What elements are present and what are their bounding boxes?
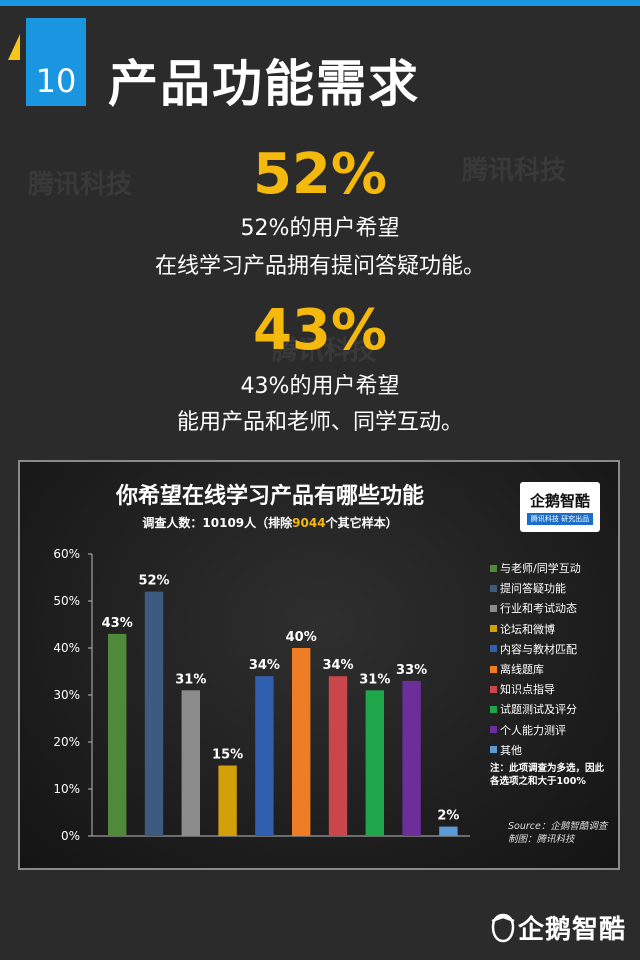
stat-1-line-1: 52%的用户希望: [240, 216, 400, 241]
legend-swatch: [490, 705, 497, 713]
penguin-logo-icon: [491, 913, 515, 942]
legend-item: 试题测试及评分: [490, 699, 620, 719]
brand-logo-tag: 腾讯科技 研究出品: [526, 512, 594, 525]
chart-subtitle-post: 个其它样本）: [325, 516, 398, 530]
bar: [439, 826, 458, 836]
bar: [144, 591, 164, 836]
legend-label: 试题测试及评分: [500, 703, 577, 717]
legend-item: 提问答疑功能: [490, 578, 620, 598]
stat-1-line-2: 在线学习产品拥有提问答疑功能。: [154, 254, 485, 279]
legend-label: 提问答疑功能: [500, 582, 566, 596]
legend-swatch: [490, 645, 497, 653]
legend-label: 离线题库: [500, 663, 544, 677]
legend-label: 内容与教材匹配: [500, 642, 577, 656]
page-title: 产品功能需求: [108, 55, 420, 113]
legend-swatch: [490, 564, 497, 572]
legend-swatch: [490, 685, 497, 693]
bar-value-label: 43%: [102, 616, 133, 631]
bar: [218, 765, 237, 836]
y-tick-label: 10%: [53, 782, 80, 796]
legend-item: 内容与教材匹配: [490, 639, 620, 659]
stat-1-value: 52%: [252, 142, 388, 207]
chart-subtitle-highlight: 9044: [292, 516, 326, 530]
brand-logo-box: 企鹅智酷 腾讯科技 研究出品: [520, 482, 600, 532]
bar-value-label: 52%: [138, 574, 169, 589]
bar-value-label: 31%: [175, 672, 206, 687]
bar-value-label: 15%: [212, 748, 243, 763]
legend-label: 行业和考试动态: [500, 602, 577, 616]
y-tick-label: 20%: [53, 735, 80, 749]
legend-item: 离线题库: [490, 659, 620, 679]
chart-legend: 与老师/同学互动 提问答疑功能 行业和考试动态 论坛和微博内容与教材匹配 离线题库知识点…: [490, 558, 620, 760]
chart-note-line-2: 各选项之和大于100%: [490, 776, 586, 787]
legend-swatch: [490, 625, 497, 633]
y-tick-label: 30%: [53, 688, 80, 702]
section-number-badge: 10: [26, 18, 86, 106]
watermark-3: 腾讯科技: [272, 336, 377, 366]
bar-value-label: 34%: [322, 658, 353, 673]
footer-brand: 企鹅智酷: [490, 909, 626, 946]
legend-swatch: [490, 584, 497, 592]
yellow-accent-shape: [8, 34, 20, 60]
legend-label: 其他: [500, 743, 522, 757]
stat-2-value: 43%: [252, 298, 388, 363]
bar-value-label: 34%: [249, 658, 280, 673]
stat-2-line-1: 43%的用户希望: [240, 374, 400, 399]
bar: [328, 676, 348, 836]
chart-note-line-1: 注：此项调查为多选，因此: [490, 763, 605, 774]
bar-value-label: 33%: [396, 663, 427, 678]
chart-note: 注：此项调查为多选，因此 各选项之和大于100%: [490, 762, 620, 788]
y-tick-label: 50%: [53, 594, 80, 608]
bar: [292, 648, 311, 836]
y-tick-label: 40%: [53, 641, 80, 655]
legend-label: 与老师/同学互动: [500, 562, 581, 576]
bar: [181, 690, 200, 836]
footer-brand-text: 企鹅智酷: [517, 915, 626, 945]
y-tick-label: 0%: [61, 829, 80, 843]
legend-label: 知识点指导: [500, 683, 555, 697]
chart-source-line-2: 制图：腾讯科技: [508, 834, 575, 845]
bar: [108, 633, 127, 836]
legend-item: 行业和考试动态: [490, 598, 620, 618]
chart-subtitle-pre: 调查人数：10109人（排除: [142, 516, 293, 530]
chart-panel: 你希望在线学习产品有哪些功能 调查人数：10109人（排除9044个其它样本） …: [18, 460, 620, 870]
watermark-2: 腾讯科技: [462, 156, 567, 186]
chart-source-line-1: Source：企鹅智酷调查: [508, 821, 608, 832]
legend-swatch: [490, 726, 497, 734]
legend-item: 个人能力测评: [490, 720, 620, 740]
bar-value-label: 40%: [286, 630, 317, 645]
watermark-1: 腾讯科技: [28, 170, 133, 200]
top-accent-bar: [0, 0, 640, 6]
legend-label: 论坛和微博: [500, 622, 555, 636]
legend-label: 个人能力测评: [500, 723, 566, 737]
chart-source: Source：企鹅智酷调查 制图：腾讯科技: [508, 820, 618, 846]
stat-2-line-2: 能用产品和老师、同学互动。: [176, 410, 463, 435]
legend-item: 其他: [490, 740, 620, 760]
brand-logo-text: 企鹅智酷: [529, 491, 590, 510]
chart-title: 你希望在线学习产品有哪些功能: [115, 484, 424, 509]
legend-swatch: [490, 665, 497, 673]
bar: [402, 680, 421, 836]
legend-item: 与老师/同学互动: [490, 558, 620, 578]
y-tick-label: 60%: [53, 547, 80, 561]
legend-item: 知识点指导: [490, 679, 620, 699]
bar: [365, 690, 384, 836]
bar: [255, 676, 274, 836]
chart-subtitle: 调查人数：10109人（排除9044个其它样本）: [20, 514, 520, 531]
bar-chart: 0% 10% 20% 30% 40% 50% 60% 43% 52% 31% 15% 34% 40% 34…: [53, 547, 470, 843]
legend-swatch: [490, 604, 497, 612]
legend-item: 论坛和微博: [490, 619, 620, 639]
bar-value-label: 31%: [359, 672, 390, 687]
bar-value-label: 2%: [437, 809, 459, 824]
legend-swatch: [490, 746, 497, 754]
